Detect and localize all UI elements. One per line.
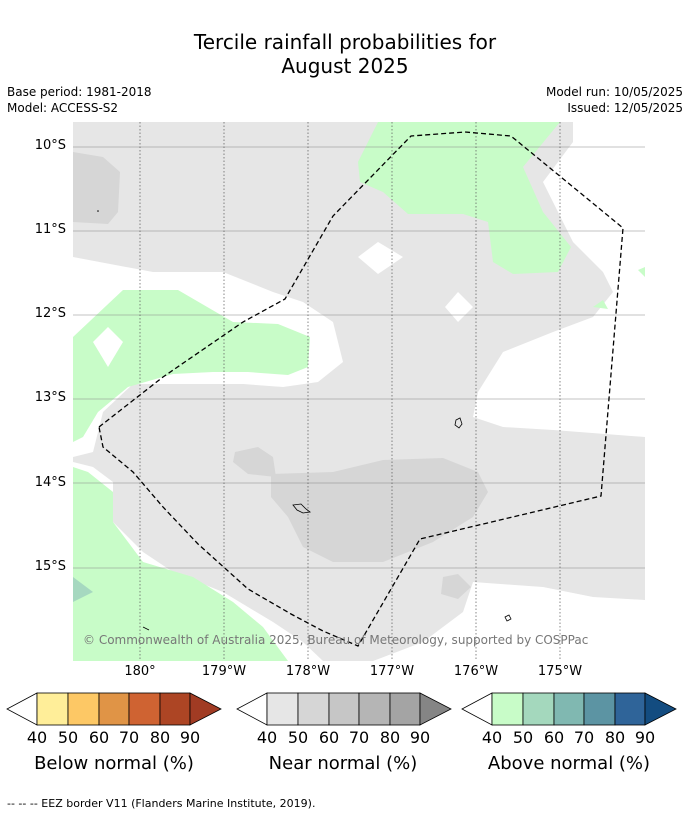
issued-date: Issued: 12/05/2025 xyxy=(567,101,683,115)
lon-label-175w: 175°W xyxy=(537,664,583,679)
tick-label: 40 xyxy=(481,728,503,747)
tick-label: 90 xyxy=(179,728,201,747)
lat-label-12s: 12°S xyxy=(34,306,66,321)
meta-right: Model run: 10/05/2025 Issued: 12/05/2025 xyxy=(546,84,683,116)
tick-label: 80 xyxy=(604,728,626,747)
lat-label-13s: 13°S xyxy=(34,390,66,405)
tick-label: 90 xyxy=(409,728,431,747)
lon-label-176w: 176°W xyxy=(453,664,499,679)
title-line-2: August 2025 xyxy=(281,54,409,78)
tick-label: 70 xyxy=(118,728,140,747)
lon-label-178w: 178°W xyxy=(285,664,331,679)
inner-white-patches xyxy=(93,292,473,367)
base-period: Base period: 1981-2018 xyxy=(7,85,152,99)
below-normal-title: Below normal (%) xyxy=(34,753,194,774)
near-normal-title: Near normal (%) xyxy=(268,753,418,774)
tick-label: 50 xyxy=(287,728,309,747)
meta-left: Base period: 1981-2018 Model: ACCESS-S2 xyxy=(7,84,152,116)
above-normal-title: Above normal (%) xyxy=(487,753,651,774)
above-normal-40-areas xyxy=(73,122,645,661)
copyright-notice: © Commonwealth of Australia 2025, Bureau… xyxy=(83,633,589,647)
tick-label: 90 xyxy=(634,728,656,747)
tick-label: 60 xyxy=(88,728,110,747)
tick-label: 40 xyxy=(26,728,48,747)
map-title: Tercile rainfall probabilities for Augus… xyxy=(0,30,690,78)
tick-label: 70 xyxy=(573,728,595,747)
tick-label: 80 xyxy=(379,728,401,747)
model-run: Model run: 10/05/2025 xyxy=(545,85,683,99)
model-name: Model: ACCESS-S2 xyxy=(7,101,119,115)
tick-label: 80 xyxy=(149,728,171,747)
below-normal-colorbar xyxy=(6,692,222,726)
eez-border xyxy=(98,131,624,647)
tick-label: 70 xyxy=(348,728,370,747)
lat-label-15s: 15°S xyxy=(34,559,66,574)
latitude-gridlines xyxy=(73,146,645,569)
near-normal-50-areas xyxy=(73,152,488,599)
lon-label-177w: 177°W xyxy=(369,664,415,679)
tick-label: 60 xyxy=(318,728,340,747)
tick-label: 40 xyxy=(256,728,278,747)
lat-label-10s: 10°S xyxy=(34,138,66,153)
title-line-1: Tercile rainfall probabilities for xyxy=(193,30,497,54)
near-normal-colorbar xyxy=(236,692,452,726)
island-outlines xyxy=(142,417,512,631)
lat-label-14s: 14°S xyxy=(34,475,66,490)
lon-label-179w: 179°W xyxy=(201,664,247,679)
above-normal-colorbar xyxy=(461,692,677,726)
lon-label-180: 180° xyxy=(124,664,156,679)
above-normal-50-area xyxy=(73,577,93,602)
tick-label: 60 xyxy=(543,728,565,747)
tick-label: 50 xyxy=(57,728,79,747)
map-panel xyxy=(73,122,645,661)
lat-label-11s: 11°S xyxy=(34,222,66,237)
longitude-gridlines xyxy=(139,122,561,661)
tick-label: 50 xyxy=(512,728,534,747)
eez-footnote: -- -- -- EEZ border V11 (Flanders Marine… xyxy=(7,797,316,810)
